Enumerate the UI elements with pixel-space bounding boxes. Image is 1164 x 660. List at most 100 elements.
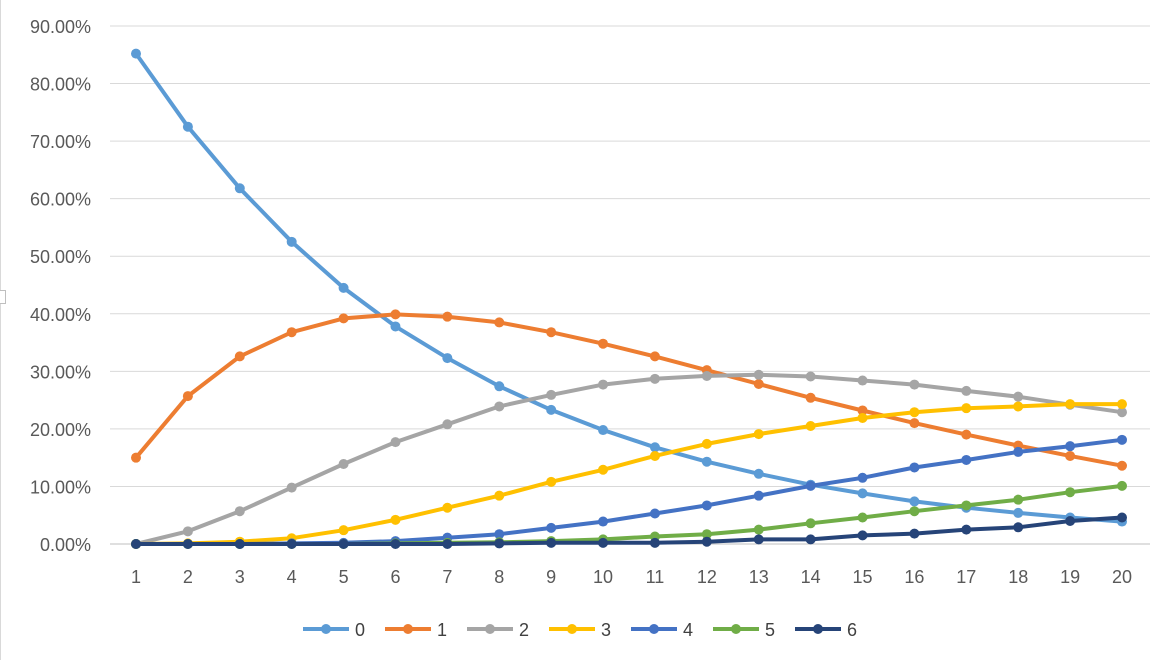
y-tick-label: 90.00% xyxy=(30,17,91,37)
x-tick-label: 17 xyxy=(956,567,976,587)
data-point xyxy=(1013,401,1024,412)
data-point xyxy=(546,389,557,400)
data-point xyxy=(753,369,764,380)
data-point xyxy=(131,452,141,463)
x-tick-label: 11 xyxy=(646,567,665,587)
x-tick-label: 18 xyxy=(1008,567,1028,587)
series xyxy=(131,48,1127,549)
x-tick-label: 16 xyxy=(904,567,924,587)
x-tick-label: 8 xyxy=(494,567,504,587)
series-2 xyxy=(131,369,1127,549)
data-point xyxy=(494,538,505,549)
series-1 xyxy=(131,309,1127,471)
data-point xyxy=(857,375,868,386)
data-point xyxy=(598,464,609,475)
legend-marker xyxy=(649,624,659,634)
legend-item-4: 4 xyxy=(631,620,693,640)
resize-handle[interactable] xyxy=(0,290,6,304)
data-point xyxy=(909,528,920,539)
data-point xyxy=(909,407,920,418)
series-line-5 xyxy=(134,483,1124,546)
x-tick-label: 1 xyxy=(131,567,141,587)
x-tick-label: 2 xyxy=(183,567,193,587)
legend-label: 0 xyxy=(355,620,365,640)
series-3 xyxy=(131,399,1127,549)
data-point xyxy=(701,438,712,449)
y-tick-label: 50.00% xyxy=(30,247,91,267)
x-tick-label: 12 xyxy=(697,567,717,587)
legend-label: 2 xyxy=(519,620,529,640)
data-point xyxy=(390,309,401,320)
y-tick-label: 80.00% xyxy=(30,75,91,95)
series-line-0 xyxy=(134,51,1124,524)
y-tick-label: 40.00% xyxy=(30,305,91,325)
data-point xyxy=(1117,480,1127,491)
data-point xyxy=(753,524,764,535)
data-point xyxy=(649,373,660,384)
data-point xyxy=(286,236,297,247)
data-point xyxy=(234,539,245,549)
data-point xyxy=(182,391,193,402)
data-point xyxy=(131,48,141,59)
legend-item-6: 6 xyxy=(795,620,857,640)
data-point xyxy=(753,468,764,479)
data-point xyxy=(805,421,816,432)
data-point xyxy=(1117,434,1127,445)
data-point xyxy=(390,539,401,549)
data-point xyxy=(805,518,816,529)
data-point xyxy=(909,506,920,517)
data-point xyxy=(338,539,349,549)
data-point xyxy=(494,490,505,501)
y-tick-label: 60.00% xyxy=(30,190,91,210)
gridlines xyxy=(110,25,1150,487)
data-point xyxy=(390,321,401,332)
data-point xyxy=(598,338,609,349)
data-point xyxy=(546,327,557,338)
legend-label: 1 xyxy=(437,620,447,640)
legend-marker xyxy=(321,624,331,634)
data-point xyxy=(338,458,349,469)
legend-marker xyxy=(403,624,413,634)
series-line-1 xyxy=(134,312,1124,468)
data-point xyxy=(961,403,972,414)
series-line-6 xyxy=(134,515,1124,546)
legend-item-0: 0 xyxy=(303,620,365,640)
legend-label: 5 xyxy=(765,620,775,640)
data-point xyxy=(753,490,764,501)
data-point xyxy=(857,530,868,541)
y-tick-label: 0.00% xyxy=(40,535,91,555)
legend-item-3: 3 xyxy=(549,620,611,640)
data-point xyxy=(182,539,193,549)
data-point xyxy=(1065,399,1076,410)
data-point xyxy=(442,311,453,322)
data-point xyxy=(1013,494,1024,505)
data-point xyxy=(701,370,712,381)
x-tick-label: 3 xyxy=(235,567,245,587)
data-point xyxy=(649,442,660,453)
data-point xyxy=(546,537,557,548)
data-point xyxy=(390,437,401,448)
series-6 xyxy=(131,512,1127,549)
data-point xyxy=(546,476,557,487)
data-point xyxy=(286,539,297,549)
data-point xyxy=(857,405,868,416)
data-point xyxy=(805,534,816,545)
data-point xyxy=(1013,446,1024,457)
data-point xyxy=(649,450,660,461)
x-tick-label: 15 xyxy=(853,567,873,587)
data-point xyxy=(857,412,868,423)
data-point xyxy=(131,539,141,549)
data-point xyxy=(1117,460,1127,471)
legend-item-1: 1 xyxy=(385,620,447,640)
data-point xyxy=(909,379,920,390)
data-point xyxy=(961,524,972,535)
data-point xyxy=(649,537,660,548)
series-0 xyxy=(131,48,1127,527)
data-point xyxy=(1117,407,1127,418)
x-tick-label: 9 xyxy=(546,567,556,587)
data-point xyxy=(1013,391,1024,402)
axes: 0.00% 10.00% 20.00% 30.00% 40.00% 50.00% 60.00… xyxy=(30,17,1150,587)
legend-marker xyxy=(485,624,495,634)
legend-marker xyxy=(731,624,741,634)
legend-marker xyxy=(813,624,823,634)
